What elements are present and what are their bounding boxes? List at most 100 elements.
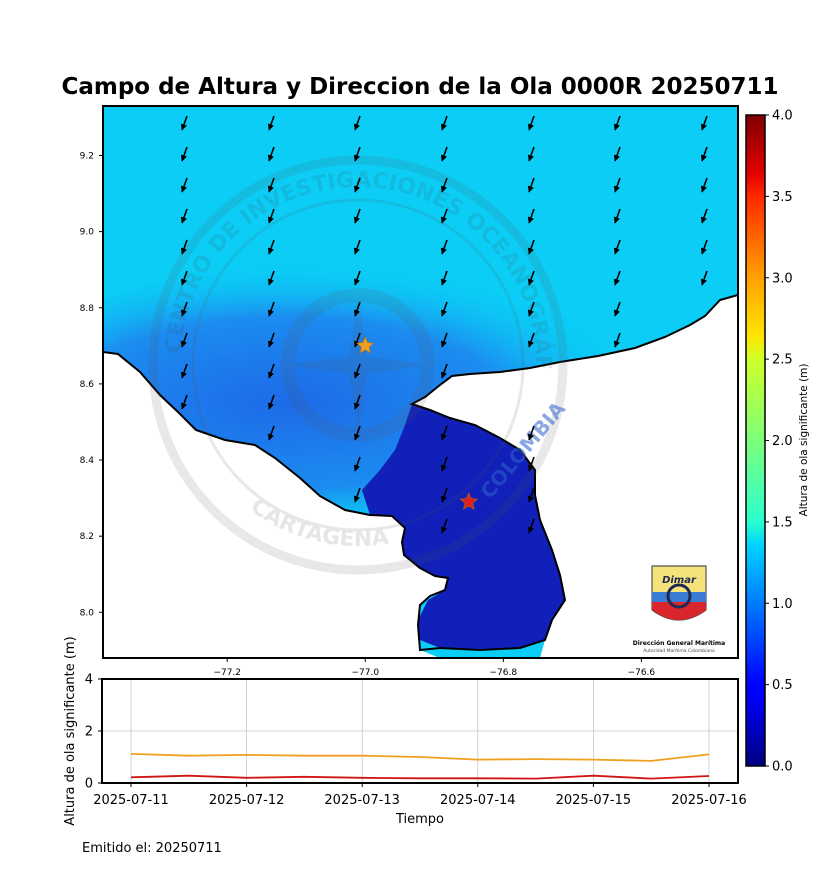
map-xtick-label: −77.2 — [213, 668, 241, 678]
wave-arrow — [267, 146, 275, 162]
wave-arrow — [180, 208, 188, 224]
map-y-axis: 8.0 8.2 8.4 8.6 8.8 9.0 9.2 — [80, 151, 103, 618]
wave-arrow — [267, 301, 275, 317]
timeseries-x-axis: 2025-07-11 2025-07-12 2025-07-13 2025-07-14… — [93, 783, 747, 808]
land-west — [103, 352, 448, 658]
series-line-1 — [130, 753, 710, 762]
wave-arrow — [527, 208, 535, 224]
colorbar-tick-label: 4.0 — [772, 109, 793, 124]
wave-arrow — [527, 239, 535, 255]
wave-arrow — [440, 177, 448, 193]
timeseries-ylabel: Altura de ola significante (m) — [63, 636, 78, 825]
series-line-2 — [130, 774, 710, 780]
wave-arrow — [353, 270, 361, 286]
colorbar-tick-label: 0.5 — [772, 678, 793, 693]
wave-arrow — [353, 239, 361, 255]
map-frame — [102, 105, 739, 659]
wave-arrow — [613, 270, 621, 286]
timeseries-y-axis: 0 2 4 — [85, 673, 102, 792]
ts-xtick-label: 2025-07-16 — [671, 793, 747, 808]
wave-arrow — [440, 363, 448, 379]
wave-arrow — [440, 270, 448, 286]
wave-arrow — [353, 456, 361, 472]
colorbar-gradient — [745, 114, 766, 767]
timeseries-panel: 2025-07-11 2025-07-12 2025-07-13 2025-07-14… — [63, 636, 747, 827]
wave-arrow — [440, 146, 448, 162]
wave-arrow — [613, 115, 621, 131]
wave-arrow — [353, 394, 361, 410]
wave-arrow — [527, 456, 535, 472]
ts-ytick-label: 2 — [85, 725, 93, 740]
wave-arrow — [267, 394, 275, 410]
timeseries-xlabel: Tiempo — [395, 812, 444, 827]
wave-arrow — [527, 332, 535, 348]
wave-direction-arrows — [180, 115, 708, 534]
wave-arrow — [527, 270, 535, 286]
dimar-logo: Dimar Dirección General Marítima Autorid… — [633, 565, 725, 654]
station-marker-red — [459, 492, 479, 510]
wave-arrow — [267, 332, 275, 348]
wave-arrow — [353, 208, 361, 224]
wave-arrow — [527, 487, 535, 503]
ts-xtick-label: 2025-07-11 — [93, 793, 169, 808]
wave-arrow — [440, 332, 448, 348]
ts-ytick-label: 0 — [85, 777, 93, 792]
map-xtick-label: −77.0 — [351, 668, 379, 678]
wave-arrow — [267, 115, 275, 131]
colorbar-tick-label: 1.0 — [772, 597, 793, 612]
wave-arrow — [267, 177, 275, 193]
chart-title: Campo de Altura y Direccion de la Ola 00… — [61, 74, 779, 100]
coastline — [103, 294, 738, 652]
map-ytick-label: 9.0 — [80, 228, 95, 238]
colorbar-tick-label: 2.0 — [772, 434, 793, 449]
wave-arrow — [267, 239, 275, 255]
map-ytick-label: 8.8 — [80, 304, 95, 314]
map-xtick-label: −76.6 — [628, 668, 656, 678]
ts-xtick-label: 2025-07-13 — [324, 793, 400, 808]
wave-arrow — [700, 177, 708, 193]
colorbar-tick-label: 3.5 — [772, 190, 793, 205]
map-ytick-label: 8.4 — [80, 456, 95, 466]
station-marker-orange — [355, 336, 375, 354]
wave-arrow — [180, 332, 188, 348]
ts-xtick-label: 2025-07-12 — [209, 793, 285, 808]
wave-arrow — [613, 146, 621, 162]
wave-arrow — [353, 363, 361, 379]
colorbar-tick-label: 3.0 — [772, 271, 793, 286]
wave-arrow — [700, 239, 708, 255]
wave-arrow — [267, 208, 275, 224]
wave-arrow — [353, 115, 361, 131]
wave-arrow — [527, 518, 535, 534]
wave-arrow — [267, 363, 275, 379]
map-x-axis: −77.2 −77.0 −76.8 −76.6 — [213, 658, 655, 678]
colorbar-tick-label: 2.5 — [772, 353, 793, 368]
colorbar-label: Altura de ola significante (m) — [798, 364, 810, 517]
wave-arrow — [440, 239, 448, 255]
map-ytick-label: 8.2 — [80, 532, 94, 542]
colorbar: 0.0 0.5 1.0 1.5 2.0 2.5 3.0 3.5 4.0 Altura de ol… — [745, 109, 810, 775]
gulf-of-uraba — [362, 404, 565, 650]
wave-arrow — [440, 425, 448, 441]
wave-arrow — [180, 177, 188, 193]
wave-arrow — [527, 146, 535, 162]
wave-arrow — [180, 394, 188, 410]
map-xtick-label: −76.8 — [490, 668, 518, 678]
wave-arrow — [267, 425, 275, 441]
ts-xtick-label: 2025-07-14 — [440, 793, 516, 808]
wave-arrow — [440, 487, 448, 503]
wave-arrow — [353, 332, 361, 348]
map-panel: CENTRO DE INVESTIGACIONES OCEANOGRÁFICAS… — [103, 106, 738, 658]
logo-name: Dimar — [662, 575, 697, 586]
wave-arrow — [267, 270, 275, 286]
logo-line1: Dirección General Marítima — [633, 640, 725, 647]
wave-arrow — [180, 270, 188, 286]
colorbar-tick-label: 0.0 — [772, 760, 793, 775]
wave-arrow — [700, 146, 708, 162]
wave-arrow — [527, 301, 535, 317]
ts-ytick-label: 4 — [85, 673, 93, 688]
wave-arrow — [353, 487, 361, 503]
issued-date: Emitido el: 20250711 — [82, 841, 222, 856]
wave-arrow — [440, 208, 448, 224]
wave-arrow — [353, 301, 361, 317]
